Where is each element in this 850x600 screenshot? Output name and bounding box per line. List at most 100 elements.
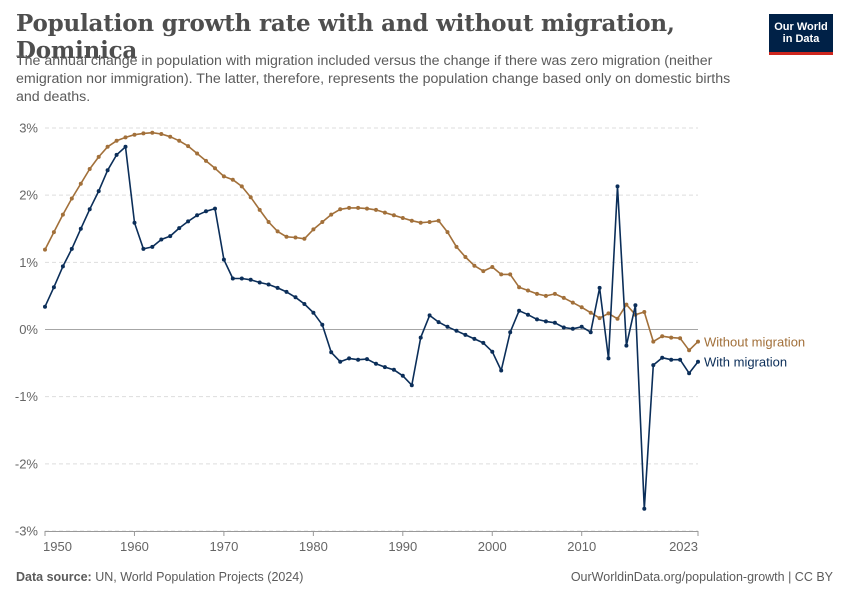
data-point <box>293 235 298 240</box>
data-point <box>132 220 137 225</box>
data-point <box>51 230 56 235</box>
data-point <box>168 234 173 239</box>
data-point <box>204 209 208 214</box>
data-point <box>257 280 262 285</box>
x-axis: 1950 1960 1970 1980 1990 2000 2010 2023 <box>43 531 699 554</box>
source-url[interactable]: OurWorldinData.org/population-growth | C… <box>570 570 833 584</box>
data-point <box>60 264 65 269</box>
data-point <box>96 154 101 159</box>
y-tick-label: 2% <box>19 188 38 203</box>
data-point <box>69 196 74 201</box>
data-point <box>230 276 235 281</box>
data-point <box>356 357 361 362</box>
data-point <box>687 348 692 353</box>
data-point <box>248 195 253 200</box>
x-tick-label: 2000 <box>478 539 507 554</box>
data-source-label: Data source: <box>16 570 92 584</box>
chart-subtitle: The annual change in population with mig… <box>16 53 731 105</box>
data-point <box>526 312 530 317</box>
data-point <box>436 218 441 223</box>
data-point <box>221 257 226 262</box>
data-point <box>365 357 369 362</box>
data-point <box>579 305 584 310</box>
x-tick-label: 1970 <box>209 539 238 554</box>
logo-line-1: Our World <box>774 20 828 33</box>
data-point <box>400 373 405 378</box>
data-point <box>293 295 298 300</box>
data-point <box>454 244 459 249</box>
data-point <box>329 350 334 355</box>
data-point <box>579 324 584 329</box>
data-source: Data source: UN, World Population Projec… <box>16 570 303 584</box>
x-tick-label: 2023 <box>669 539 698 554</box>
data-point <box>633 303 638 308</box>
data-point <box>186 219 191 224</box>
data-point <box>159 132 164 136</box>
data-point <box>365 206 369 211</box>
data-point <box>499 272 504 277</box>
data-point <box>338 207 343 212</box>
data-point <box>472 263 477 268</box>
data-point <box>543 319 548 324</box>
owid-logo[interactable]: Our World in Data <box>769 14 833 55</box>
data-point <box>150 244 155 249</box>
data-point <box>463 255 468 259</box>
series-without-migration <box>43 130 700 353</box>
data-point <box>481 340 486 345</box>
data-point <box>552 320 557 325</box>
data-point <box>141 131 146 136</box>
data-point <box>374 361 378 366</box>
data-point <box>651 363 656 368</box>
data-point <box>284 289 289 294</box>
data-point <box>195 213 200 218</box>
data-point <box>239 276 244 281</box>
data-point <box>561 295 566 300</box>
data-point <box>624 343 629 348</box>
data-point <box>445 324 450 329</box>
data-point <box>517 308 522 313</box>
series-lines[interactable] <box>43 130 700 511</box>
data-point <box>114 152 119 157</box>
data-point <box>356 205 361 210</box>
y-tick-label: -1% <box>15 389 39 404</box>
data-point <box>427 220 432 224</box>
data-point <box>204 158 208 163</box>
data-point <box>669 357 674 362</box>
data-point <box>669 335 674 340</box>
legend-with-migration: With migration <box>704 355 787 370</box>
data-point <box>114 138 119 143</box>
line-chart: 3% 2% 1% 0% -1% -2% -3% 1950 1960 1970 1980 1990 20… <box>15 121 805 555</box>
series-labels[interactable]: Without migration With migration <box>704 335 805 370</box>
data-point <box>195 151 200 156</box>
data-point <box>105 144 110 149</box>
data-point <box>230 177 235 182</box>
data-point <box>409 383 414 388</box>
data-point <box>374 207 378 212</box>
data-point <box>535 317 539 322</box>
data-point <box>642 506 647 511</box>
data-point <box>660 355 665 360</box>
data-point <box>248 277 253 282</box>
x-tick-label: 1950 <box>43 539 72 554</box>
data-point <box>329 212 334 217</box>
data-point <box>96 189 101 194</box>
data-point <box>168 134 173 139</box>
data-point <box>436 320 441 325</box>
data-point <box>606 311 611 316</box>
data-point <box>266 282 271 287</box>
x-tick-label: 1960 <box>120 539 149 554</box>
y-tick-label: -2% <box>15 456 39 471</box>
data-point <box>302 236 307 241</box>
data-point <box>535 291 539 296</box>
data-point <box>651 339 656 344</box>
data-point <box>177 138 182 143</box>
x-tick-label: 2010 <box>567 539 596 554</box>
data-point <box>275 285 280 290</box>
data-point <box>490 265 495 269</box>
data-point <box>597 316 602 321</box>
series-with-migration <box>43 144 700 511</box>
data-point <box>311 227 316 232</box>
data-point <box>320 322 325 327</box>
data-point <box>266 220 271 224</box>
data-point <box>239 184 244 189</box>
